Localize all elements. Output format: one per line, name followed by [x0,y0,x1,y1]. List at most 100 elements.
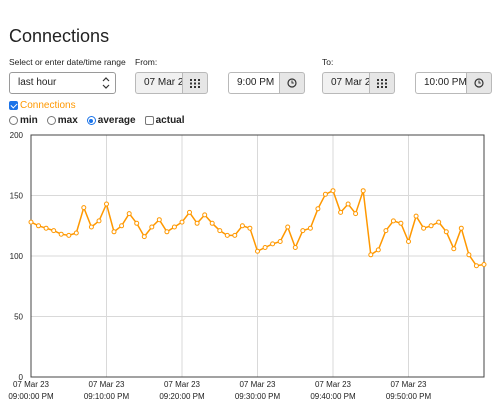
series-layer [28,188,487,269]
x-tick-date: 07 Mar 23 [239,380,276,389]
x-tick-time: 09:10:00 PM [84,392,130,401]
min-radio[interactable] [9,116,18,125]
to-calendar-button[interactable] [369,72,395,94]
y-tick-label: 50 [14,313,23,322]
data-point [292,245,298,250]
option-actual[interactable]: actual [144,115,185,126]
data-point [224,232,230,238]
data-point [481,262,487,267]
data-point [232,232,238,238]
x-tick-date: 07 Mar 23 [88,380,125,389]
data-point [217,228,223,234]
option-max[interactable]: max [46,115,78,126]
data-point [277,239,283,244]
min-label: min [20,115,38,126]
x-tick-time: 09:50:00 PM [386,392,432,401]
data-point [413,213,419,219]
series-toggle[interactable]: Connections [9,100,76,111]
average-radio[interactable] [86,116,96,125]
data-point [111,229,117,235]
data-point [209,220,215,226]
max-label: max [57,115,78,126]
data-point [239,223,245,229]
x-axis-ticks: 07 Mar 23 09:00:00 PM 07 Mar 23 09:10:00 PM… [8,380,431,401]
data-point [390,218,396,224]
data-point [436,219,442,225]
data-point [270,241,276,247]
calendar-icon [190,78,200,88]
data-point [375,247,381,253]
data-point [141,234,147,240]
data-point [104,201,109,207]
data-point [458,225,464,231]
from-date-group: 07 Mar 23 [135,72,208,94]
from-calendar-button[interactable] [182,72,208,94]
data-point [307,225,313,231]
data-point [156,217,162,223]
data-point [58,231,64,237]
data-point [338,209,344,215]
data-point [428,223,434,229]
from-clock-button[interactable] [279,72,305,94]
option-min[interactable]: min [9,115,38,126]
data-point [315,206,321,212]
x-tick-time: 09:40:00 PM [310,392,356,401]
range-select-value: last hour [18,77,57,88]
data-point [330,188,336,194]
to-label: To: [322,57,334,67]
data-point [466,252,472,258]
to-date-input[interactable]: 07 Mar 23 [322,72,369,94]
option-average[interactable]: average [86,115,136,126]
data-point [194,220,200,226]
range-label: Select or enter date/time range [9,57,126,67]
calendar-icon [377,78,387,88]
page-title: Connections [9,26,110,46]
data-point [51,228,57,234]
x-tick-date: 07 Mar 23 [390,380,427,389]
data-point [134,220,140,226]
data-point [119,223,125,229]
clock-icon [287,78,297,88]
series-checkbox[interactable] [9,101,18,110]
data-point [451,246,457,252]
x-tick-time: 09:30:00 PM [235,392,281,401]
data-point [443,229,449,235]
data-point [285,224,291,230]
y-tick-label: 0 [19,373,24,382]
from-time-input[interactable]: 9:00 PM [228,72,279,94]
data-point [28,219,34,225]
data-point [88,224,94,230]
from-date-input[interactable]: 07 Mar 23 [135,72,182,94]
max-radio[interactable] [46,116,56,125]
data-point [126,211,132,217]
data-point [81,205,87,211]
data-point [187,209,192,215]
chevron-down-icon [102,77,110,89]
data-point [353,211,359,217]
chart-grid [30,134,484,378]
data-point [368,252,374,258]
data-point [262,245,268,250]
y-tick-label: 150 [10,192,24,201]
data-point [66,232,72,238]
data-point [179,219,185,225]
data-point [202,212,208,218]
from-label: From: [135,57,158,67]
data-point [421,225,427,231]
actual-label: actual [155,115,185,126]
actual-checkbox[interactable] [144,116,154,125]
y-tick-label: 100 [10,252,24,261]
aggregation-options: min max average actual [9,115,194,126]
to-time-input[interactable]: 10:00 PM [415,72,466,94]
data-point [43,225,49,231]
data-point [247,225,253,231]
data-point [300,228,306,234]
data-point [164,229,170,235]
clock-icon [474,78,484,88]
to-clock-button[interactable] [466,72,492,94]
to-date-group: 07 Mar 23 [322,72,395,94]
average-label: average [97,115,136,126]
range-select[interactable]: last hour [9,72,116,94]
plot-area-frame [30,134,485,378]
